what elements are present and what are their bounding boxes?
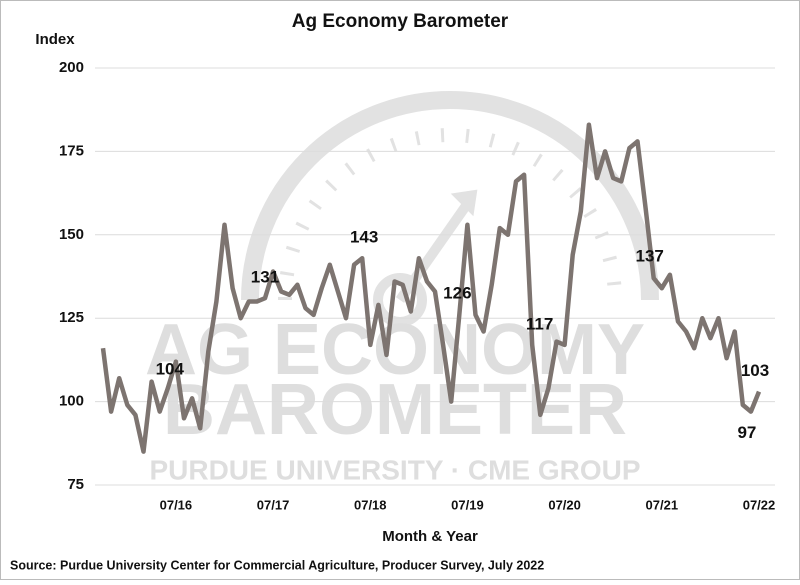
watermark-gauge — [241, 91, 659, 327]
data-label: 137 — [636, 247, 664, 266]
data-label: 97 — [737, 423, 756, 442]
watermark-text: AG ECONOMY — [145, 310, 645, 390]
x-tick-label: 07/16 — [160, 497, 193, 512]
x-tick-label: 07/21 — [646, 497, 679, 512]
chart-title: Ag Economy Barometer — [292, 11, 509, 32]
y-axis-title: Index — [35, 31, 75, 48]
watermark-text: PURDUE UNIVERSITY · CME GROUP — [149, 454, 640, 485]
x-tick-label: 07/17 — [257, 497, 290, 512]
data-label: 131 — [251, 268, 279, 287]
y-tick-label: 75 — [67, 476, 84, 493]
x-tick-label: 07/19 — [451, 497, 484, 512]
data-label: 126 — [443, 283, 471, 302]
source-note: Source: Purdue University Center for Com… — [10, 558, 544, 572]
x-tick-label: 07/22 — [743, 497, 776, 512]
data-label: 143 — [350, 228, 378, 247]
y-tick-label: 150 — [59, 226, 84, 243]
x-axis-title: Month & Year — [382, 528, 478, 545]
x-tick-label: 07/18 — [354, 497, 387, 512]
y-tick-label: 125 — [59, 309, 84, 326]
watermark-text: BAROMETER — [163, 370, 627, 450]
data-label: 117 — [526, 314, 553, 333]
data-line — [100, 122, 762, 454]
x-tick-label: 07/20 — [548, 497, 581, 512]
data-label: 104 — [156, 360, 185, 379]
y-tick-label: 175 — [59, 142, 84, 159]
y-tick-label: 200 — [59, 59, 84, 76]
data-label: 103 — [741, 361, 769, 380]
y-tick-label: 100 — [59, 393, 84, 410]
